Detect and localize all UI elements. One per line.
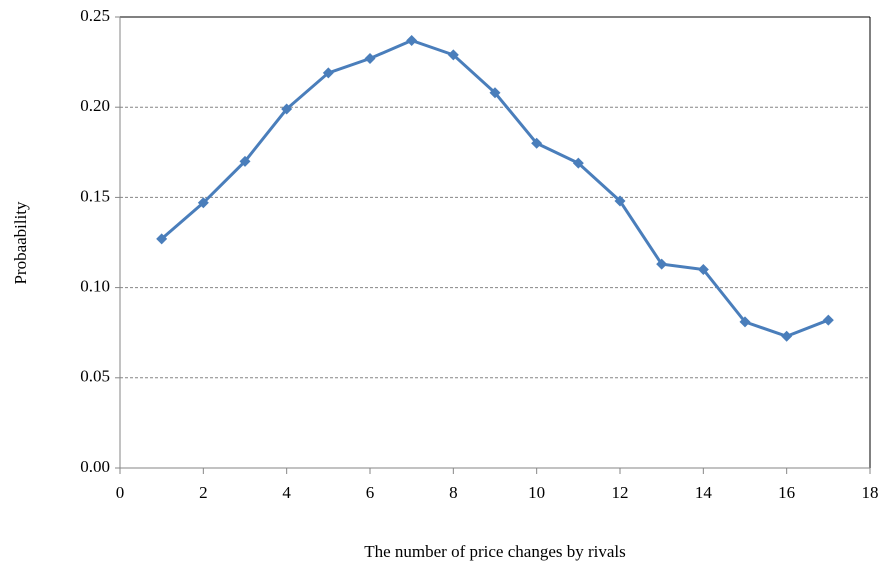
y-tick-label: 0.00 <box>80 457 110 476</box>
marker <box>697 264 709 276</box>
marker <box>406 34 418 46</box>
x-tick-label: 2 <box>199 483 208 502</box>
marker <box>822 314 834 326</box>
marker <box>489 87 501 99</box>
x-tick-label: 16 <box>778 483 795 502</box>
x-tick-label: 4 <box>282 483 291 502</box>
marker <box>364 52 376 64</box>
y-axis-label: Probaability <box>11 201 30 285</box>
x-tick-label: 12 <box>612 483 629 502</box>
marker <box>197 197 209 209</box>
marker <box>281 103 293 115</box>
x-axis-label: The number of price changes by rivals <box>364 542 626 561</box>
x-tick-label: 0 <box>116 483 125 502</box>
x-tick-label: 14 <box>695 483 713 502</box>
x-tick-label: 10 <box>528 483 545 502</box>
y-tick-label: 0.05 <box>80 367 110 386</box>
y-tick-label: 0.10 <box>80 277 110 296</box>
marker <box>447 49 459 61</box>
marker <box>531 137 543 149</box>
x-tick-label: 8 <box>449 483 458 502</box>
y-tick-label: 0.25 <box>80 6 110 25</box>
x-tick-label: 18 <box>862 483 879 502</box>
marker <box>739 316 751 328</box>
marker <box>239 155 251 167</box>
y-tick-label: 0.15 <box>80 186 110 205</box>
x-tick-label: 6 <box>366 483 375 502</box>
marker <box>656 258 668 270</box>
marker <box>572 157 584 169</box>
marker <box>781 330 793 342</box>
marker <box>614 195 626 207</box>
y-tick-label: 0.20 <box>80 96 110 115</box>
marker <box>322 67 334 79</box>
marker <box>156 233 168 245</box>
line <box>160 38 829 338</box>
